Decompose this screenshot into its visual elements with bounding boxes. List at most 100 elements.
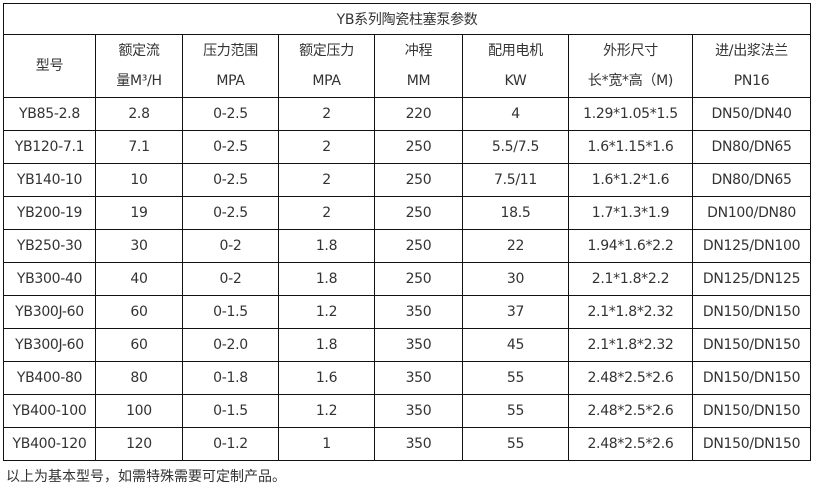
- header-line: MPA: [312, 73, 341, 89]
- table-cell: 22: [462, 229, 569, 263]
- table-cell: 19: [95, 196, 183, 230]
- table-cell: DN125/DN100: [691, 229, 812, 263]
- table-cell: 60: [95, 295, 183, 329]
- table-cell: 250: [374, 262, 463, 296]
- table-cell: 7.1: [95, 130, 183, 164]
- table-cell: YB400-100: [3, 394, 96, 428]
- table-cell: 2: [278, 97, 375, 131]
- table-cell: 2: [278, 130, 375, 164]
- table-cell: 1.8: [278, 328, 375, 362]
- header-line: 额定流: [118, 43, 160, 59]
- table-cell: 55: [462, 361, 569, 395]
- column-header: 进/出浆法兰 PN16: [691, 34, 812, 98]
- table-cell: 2.48*2.5*2.6: [568, 394, 693, 428]
- table-cell: 2.1*1.8*2.32: [568, 295, 693, 329]
- header-line: 长*宽*高（M): [587, 73, 674, 89]
- table-cell: 350: [374, 328, 463, 362]
- table-cell: 2.8: [95, 97, 183, 131]
- table-cell: 350: [374, 394, 463, 428]
- table-cell: 250: [374, 130, 463, 164]
- table-row: YB140-10 10 0-2.5 2 250 7.5/11 1.6*1.2*1.6 DN80…: [3, 163, 812, 197]
- table-cell: 18.5: [462, 196, 569, 230]
- table-row: YB300J-60 60 0-1.5 1.2 350 37 2.1*1.8*2.32 DN15…: [3, 295, 812, 329]
- column-header: 冲程 MM: [374, 34, 463, 98]
- table-cell: 0-2.5: [182, 97, 279, 131]
- column-header: 型号: [3, 34, 96, 98]
- table-cell: 60: [95, 328, 183, 362]
- table-cell: DN125/DN125: [691, 262, 812, 296]
- table-row: YB120-7.1 7.1 0-2.5 2 250 5.5/7.5 1.6*1.15*1.6…: [3, 130, 812, 164]
- table-cell: 0-2.5: [182, 163, 279, 197]
- table-cell: YB85-2.8: [3, 97, 96, 131]
- table-row: YB300-40 40 0-2 1.8 250 30 2.1*1.8*2.2 DN125/DN…: [3, 262, 812, 296]
- table-cell: 1.2: [278, 394, 375, 428]
- table-cell: YB400-120: [3, 427, 96, 461]
- footnote: 以上为基本型号，如需特殊需要可定制产品。: [6, 469, 286, 485]
- column-header: 额定流 量M³/H: [95, 34, 183, 98]
- table-cell: 120: [95, 427, 183, 461]
- table-cell: 0-2.5: [182, 130, 279, 164]
- table-cell: 40: [95, 262, 183, 296]
- table-cell: 220: [374, 97, 463, 131]
- table-row: YB400-80 80 0-1.8 1.6 350 55 2.48*2.5*2.6 DN150…: [3, 361, 812, 395]
- table-cell: 350: [374, 361, 463, 395]
- table-cell: 0-2.0: [182, 328, 279, 362]
- header-line: 外形尺寸: [603, 43, 658, 59]
- table-cell: 55: [462, 394, 569, 428]
- table-cell: 1.94*1.6*2.2: [568, 229, 693, 263]
- table-row: YB85-2.8 2.8 0-2.5 2 220 4 1.29*1.05*1.5 DN50/D…: [3, 97, 812, 131]
- table-cell: 1.6*1.15*1.6: [568, 130, 693, 164]
- header-line: 型号: [35, 58, 64, 74]
- table-cell: 0-2.5: [182, 196, 279, 230]
- table-cell: 1.29*1.05*1.5: [568, 97, 693, 131]
- table-cell: YB140-10: [3, 163, 96, 197]
- table-cell: 45: [462, 328, 569, 362]
- table-cell: DN50/DN40: [691, 97, 812, 131]
- table-cell: YB250-30: [3, 229, 96, 263]
- table-cell: YB400-80: [3, 361, 96, 395]
- table-cell: YB300J-60: [3, 328, 96, 362]
- table-cell: DN80/DN65: [691, 163, 812, 197]
- table-cell: 0-1.8: [182, 361, 279, 395]
- table-cell: 2: [278, 163, 375, 197]
- header-line: 冲程: [404, 43, 433, 59]
- table-cell: 1.6*1.2*1.6: [568, 163, 693, 197]
- table-cell: 0-1.5: [182, 394, 279, 428]
- table-cell: 55: [462, 427, 569, 461]
- column-header: 压力范围 MPA: [182, 34, 279, 98]
- table-cell: 1.6: [278, 361, 375, 395]
- table-cell: 5.5/7.5: [462, 130, 569, 164]
- header-line: PN16: [733, 73, 770, 89]
- table-cell: 0-2: [182, 262, 279, 296]
- table-cell: 1.8: [278, 229, 375, 263]
- table-cell: 0-1.5: [182, 295, 279, 329]
- header-row: 型号 额定流 量M³/H 压力范围 MPA 额定压力 MPA 冲程 MM 配用电机 KW 外形尺寸 长*…: [3, 34, 812, 98]
- table-cell: 1.7*1.3*1.9: [568, 196, 693, 230]
- table-row: YB300J-60 60 0-2.0 1.8 350 45 2.1*1.8*2.32 DN15…: [3, 328, 812, 362]
- table-cell: 250: [374, 163, 463, 197]
- pump-spec-table: YB系列陶瓷柱塞泵参数 型号 额定流 量M³/H 压力范围 MPA 额定压力 MPA 冲程 MM…: [2, 3, 812, 461]
- table-title: YB系列陶瓷柱塞泵参数: [2, 3, 812, 35]
- table-cell: 1.8: [278, 262, 375, 296]
- header-line: 额定压力: [299, 43, 354, 59]
- table-cell: YB300J-60: [3, 295, 96, 329]
- table-cell: 80: [95, 361, 183, 395]
- table-cell: 30: [462, 262, 569, 296]
- table-row: YB400-100 100 0-1.5 1.2 350 55 2.48*2.5*2.6 DN1…: [3, 394, 812, 428]
- table-cell: DN80/DN65: [691, 130, 812, 164]
- header-line: 进/出浆法兰: [715, 43, 789, 59]
- table-cell: 250: [374, 196, 463, 230]
- table-cell: DN100/DN80: [691, 196, 812, 230]
- column-header: 外形尺寸长*宽*高（M): [568, 34, 693, 98]
- table-cell: 2.48*2.5*2.6: [568, 361, 693, 395]
- table-cell: 350: [374, 427, 463, 461]
- table-row: YB250-30 30 0-2 1.8 250 22 1.94*1.6*2.2 DN125/D…: [3, 229, 812, 263]
- column-header: 配用电机 KW: [462, 34, 569, 98]
- column-header: 额定压力 MPA: [278, 34, 375, 98]
- table-cell: 2: [278, 196, 375, 230]
- header-line: MPA: [216, 73, 245, 89]
- header-line: 压力范围: [203, 43, 258, 59]
- table-cell: YB300-40: [3, 262, 96, 296]
- table-cell: YB120-7.1: [3, 130, 96, 164]
- table-row: YB200-19 19 0-2.5 2 250 18.5 1.7*1.3*1.9 DN100/…: [3, 196, 812, 230]
